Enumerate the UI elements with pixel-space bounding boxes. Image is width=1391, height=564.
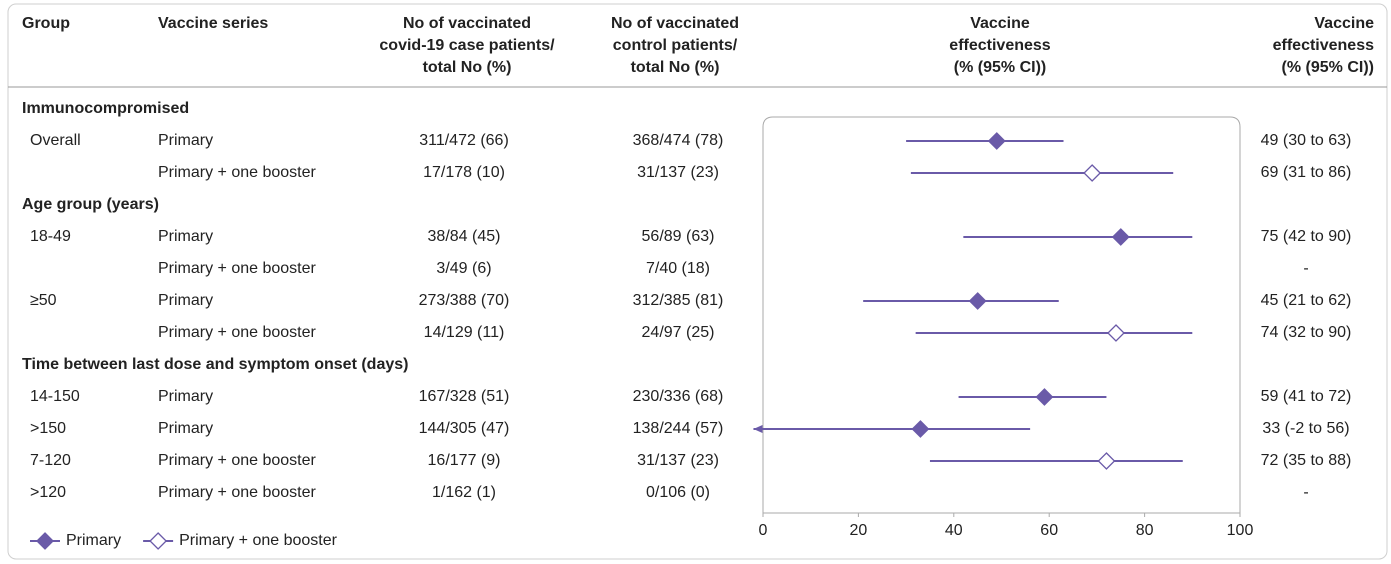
- series-label: Primary + one booster: [158, 164, 317, 181]
- x-tick-label: 20: [850, 522, 868, 539]
- estimate: [911, 420, 930, 438]
- x-tick-label: 80: [1136, 522, 1154, 539]
- cases-cell: 17/178 (10): [423, 164, 505, 181]
- header-text: No of vaccinated: [403, 15, 531, 32]
- ve-label: 59 (41 to 72): [1261, 388, 1352, 405]
- header-text: control patients/: [613, 37, 738, 54]
- controls-cell: 230/336 (68): [633, 388, 724, 405]
- ve-label: 49 (30 to 63): [1261, 132, 1352, 149]
- ve-label: -: [1303, 260, 1308, 277]
- cases-cell: 14/129 (11): [424, 324, 505, 341]
- header-text: effectiveness: [949, 37, 1050, 54]
- header-text: total No (%): [631, 59, 720, 76]
- header-text: Vaccine: [1314, 15, 1374, 32]
- cases-cell: 16/177 (9): [428, 452, 501, 469]
- series-label: Primary: [158, 388, 213, 405]
- frame: [7, 3, 1388, 560]
- ve-label: 69 (31 to 86): [1261, 164, 1352, 181]
- header-text: No of vaccinated: [611, 15, 739, 32]
- plot-box: [762, 116, 1241, 513]
- estimate: [968, 292, 987, 310]
- legend-label: Primary: [66, 532, 121, 549]
- header-text: (% (95% CI)): [954, 59, 1046, 76]
- estimate: [1107, 324, 1125, 342]
- series-label: Primary + one booster: [158, 484, 317, 501]
- controls-cell: 0/106 (0): [646, 484, 710, 501]
- header-text: Group: [22, 15, 70, 32]
- group-label: ≥50: [30, 292, 57, 309]
- legend-marker: [149, 532, 168, 550]
- series-label: Primary + one booster: [158, 260, 317, 277]
- estimate: [987, 132, 1006, 150]
- series-label: Primary: [158, 228, 213, 245]
- group-label: 7-120: [30, 452, 71, 469]
- controls-cell: 312/385 (81): [633, 292, 724, 309]
- header-text: Vaccine series: [158, 15, 268, 32]
- ve-label: 72 (35 to 88): [1261, 452, 1352, 469]
- cases-cell: 38/84 (45): [428, 228, 501, 245]
- ve-label: 74 (32 to 90): [1261, 324, 1352, 341]
- series-label: Primary: [158, 292, 213, 309]
- legend-marker: [36, 532, 54, 550]
- header-text: Vaccine: [970, 15, 1030, 32]
- estimate: [1097, 452, 1116, 470]
- group-label: 18-49: [30, 228, 71, 245]
- header-text: total No (%): [423, 59, 512, 76]
- section-title: Age group (years): [22, 196, 159, 213]
- x-tick-label: 40: [945, 522, 963, 539]
- ve-label: -: [1303, 484, 1308, 501]
- estimate: [1083, 164, 1102, 182]
- header-text: (% (95% CI)): [1282, 59, 1374, 76]
- x-tick-label: 60: [1040, 522, 1058, 539]
- legend-label: Primary + one booster: [179, 532, 338, 549]
- group-label: >150: [30, 420, 66, 437]
- header-text: effectiveness: [1273, 37, 1374, 54]
- ve-label: 33 (-2 to 56): [1262, 420, 1349, 437]
- ve-label: 45 (21 to 62): [1261, 292, 1352, 309]
- cases-cell: 167/328 (51): [419, 388, 510, 405]
- estimate: [1111, 228, 1130, 246]
- x-tick-label: 100: [1227, 522, 1254, 539]
- x-tick-label: 0: [759, 522, 768, 539]
- cases-cell: 3/49 (6): [436, 260, 491, 277]
- group-label: 14-150: [30, 388, 80, 405]
- controls-cell: 24/97 (25): [642, 324, 715, 341]
- series-label: Primary: [158, 420, 213, 437]
- controls-cell: 31/137 (23): [637, 452, 719, 469]
- controls-cell: 7/40 (18): [646, 260, 710, 277]
- cases-cell: 273/388 (70): [419, 292, 510, 309]
- series-label: Primary + one booster: [158, 452, 317, 469]
- cases-cell: 1/162 (1): [432, 484, 496, 501]
- series-label: Primary + one booster: [158, 324, 317, 341]
- header-text: covid-19 case patients/: [379, 37, 555, 54]
- controls-cell: 31/137 (23): [637, 164, 719, 181]
- ci-arrow: [753, 425, 763, 433]
- section-title: Time between last dose and symptom onset…: [22, 356, 408, 373]
- estimate: [1035, 388, 1054, 406]
- controls-cell: 138/244 (57): [633, 420, 724, 437]
- series-label: Primary: [158, 132, 213, 149]
- section-title: Immunocompromised: [22, 100, 189, 117]
- ve-label: 75 (42 to 90): [1261, 228, 1352, 245]
- cases-cell: 144/305 (47): [419, 420, 510, 437]
- controls-cell: 368/474 (78): [633, 132, 724, 149]
- group-label: >120: [30, 484, 66, 501]
- cases-cell: 311/472 (66): [419, 132, 509, 149]
- group-label: Overall: [30, 132, 81, 149]
- controls-cell: 56/89 (63): [642, 228, 715, 245]
